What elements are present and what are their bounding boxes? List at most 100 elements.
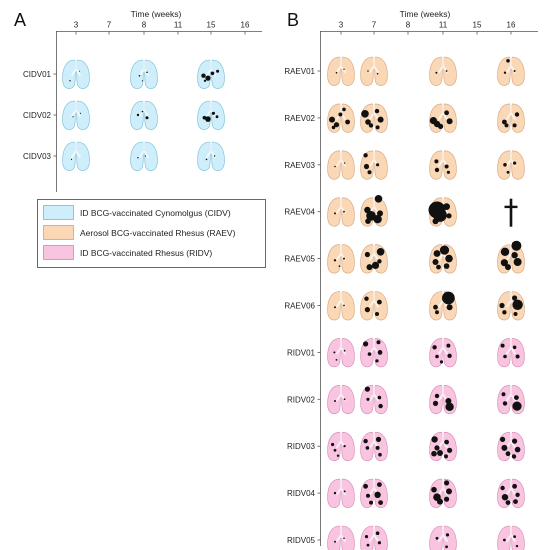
right-lung-lobe	[211, 100, 225, 130]
granuloma-lesion	[506, 59, 510, 63]
airway	[139, 99, 149, 117]
airway	[336, 524, 346, 542]
animal-row-ridv05: RIDV05	[287, 524, 525, 550]
granuloma-lesion	[141, 110, 144, 113]
granuloma-lesion	[515, 544, 519, 548]
granuloma-lesion	[376, 163, 380, 167]
airway	[369, 55, 379, 73]
granuloma-lesion	[514, 395, 519, 400]
right-lung-lobe	[341, 197, 355, 227]
legend-swatch	[43, 245, 74, 260]
granuloma-lesion	[499, 302, 505, 309]
lung-scan-week-16	[497, 55, 525, 86]
granuloma-lesion	[433, 304, 438, 310]
left-lung-lobe	[130, 59, 144, 89]
granuloma-lesion	[367, 70, 369, 72]
granuloma-lesion	[445, 545, 448, 549]
panel-b-letter: B	[287, 10, 299, 30]
granuloma-lesion	[377, 259, 382, 264]
granuloma-lesion	[431, 450, 437, 457]
lung-scan-week-11	[429, 148, 457, 180]
lung-scan-week-11	[429, 55, 457, 86]
animal-id-label: RAEV01	[284, 67, 315, 76]
granuloma-lesion	[434, 393, 440, 399]
granuloma-lesion	[137, 157, 139, 159]
granuloma-lesion	[442, 291, 455, 305]
left-lung-lobe	[62, 100, 76, 130]
right-lung-lobe	[443, 56, 457, 86]
right-lung-lobe	[144, 59, 158, 89]
granuloma-lesion	[513, 161, 517, 165]
time-tick-label: 3	[339, 21, 344, 30]
lung-scan-week-11	[429, 383, 457, 415]
airway	[369, 524, 379, 542]
lung-scan-week-3	[327, 524, 355, 550]
time-tick-label: 11	[439, 21, 448, 30]
lung-scan-week-16	[497, 240, 525, 274]
granuloma-lesion	[514, 446, 521, 453]
granuloma-lesion	[377, 299, 382, 305]
granuloma-lesion	[502, 310, 507, 315]
granuloma-lesion	[511, 252, 518, 259]
granuloma-lesion	[513, 258, 522, 266]
granuloma-lesion	[513, 535, 516, 538]
airway	[139, 140, 149, 158]
granuloma-lesion	[435, 71, 438, 74]
time-tick-label: 8	[142, 21, 147, 30]
airway	[71, 58, 81, 76]
granuloma-lesion	[216, 69, 220, 73]
granuloma-lesion	[333, 351, 336, 354]
granuloma-lesion	[69, 80, 71, 82]
animal-id-label: CIDV01	[23, 70, 52, 79]
right-lung-lobe	[341, 478, 355, 508]
lung-scan-week-8	[130, 58, 158, 89]
time-tick-label: 15	[207, 21, 216, 30]
time-tick-label: 7	[372, 21, 377, 30]
airway	[506, 102, 516, 120]
legend-label: ID BCG-vaccinated Cynomolgus (CIDV)	[80, 208, 231, 218]
granuloma-lesion	[500, 436, 506, 442]
granuloma-lesion	[374, 108, 380, 114]
left-lung-lobe	[429, 56, 443, 86]
granuloma-lesion	[345, 119, 350, 125]
left-lung-lobe	[497, 56, 511, 86]
lung-scan-week-3	[327, 383, 355, 415]
airway	[506, 383, 516, 402]
granuloma-lesion	[335, 359, 338, 361]
lung-scan-week-7	[360, 102, 388, 133]
granuloma-lesion	[501, 444, 508, 451]
granuloma-lesion	[444, 439, 449, 445]
lung-scan-week-11	[429, 430, 457, 462]
airway	[438, 430, 448, 449]
granuloma-lesion	[500, 485, 505, 491]
lung-scan-week-16	[497, 383, 525, 415]
lung-scan-week-11	[429, 477, 457, 508]
animal-id-label: CIDV02	[23, 111, 52, 120]
granuloma-lesion	[364, 251, 370, 258]
airway	[369, 289, 379, 308]
lung-scan-week-7	[360, 524, 388, 550]
granuloma-lesion	[363, 438, 368, 444]
left-lung-lobe	[62, 59, 76, 89]
granuloma-lesion	[445, 254, 453, 263]
granuloma-lesion	[343, 162, 346, 164]
airway	[438, 102, 448, 120]
animal-row-raev01: RAEV01	[284, 55, 525, 86]
animal-row-cidv02: CIDV02	[23, 99, 225, 130]
granuloma-lesion	[501, 494, 509, 501]
left-lung-lobe	[327, 244, 341, 274]
lung-scan-week-3	[327, 430, 355, 462]
lung-scan-week-7	[360, 383, 388, 415]
granuloma-lesion	[375, 312, 379, 316]
granuloma-lesion	[376, 72, 379, 75]
granuloma-lesion	[505, 451, 511, 457]
granuloma-lesion	[446, 213, 452, 219]
granuloma-lesion	[444, 164, 449, 169]
death-cross-vertical	[509, 198, 513, 227]
airway	[139, 58, 149, 76]
granuloma-lesion	[432, 345, 437, 350]
granuloma-lesion	[343, 68, 345, 70]
airway	[369, 242, 379, 261]
granuloma-lesion	[363, 483, 368, 489]
granuloma-lesion	[432, 218, 439, 225]
